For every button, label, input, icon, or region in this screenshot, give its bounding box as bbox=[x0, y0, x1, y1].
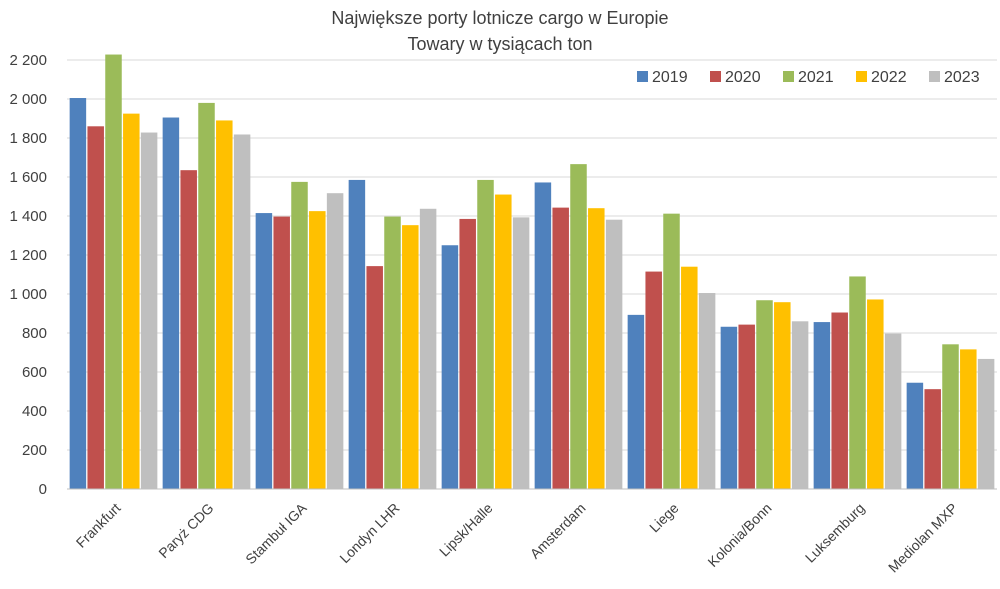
legend-swatch bbox=[783, 71, 794, 82]
chart-subtitle: Towary w tysiącach ton bbox=[407, 34, 592, 54]
bar bbox=[534, 182, 552, 489]
bar bbox=[698, 293, 716, 489]
bar bbox=[849, 276, 866, 489]
x-tick-label: Frankfurt bbox=[73, 500, 124, 551]
bar bbox=[977, 358, 995, 489]
x-axis-labels: Frankfurt Paryż CDG Stambuł IGA Londyn LHR L… bbox=[73, 499, 961, 575]
bar bbox=[216, 120, 233, 489]
bar bbox=[756, 300, 773, 489]
bar bbox=[348, 179, 366, 489]
bar bbox=[552, 207, 569, 489]
legend-swatch bbox=[929, 71, 940, 82]
bars bbox=[69, 54, 995, 490]
legend-label: 2023 bbox=[944, 69, 980, 86]
bar bbox=[105, 54, 122, 489]
bar bbox=[326, 193, 344, 489]
x-tick-label: Londyn LHR bbox=[336, 500, 402, 566]
bar bbox=[477, 179, 494, 489]
legend-label: 2022 bbox=[871, 69, 907, 86]
x-tick-label: Kolonia/Bonn bbox=[704, 500, 774, 570]
bar bbox=[924, 389, 941, 489]
bar bbox=[180, 170, 197, 489]
bar bbox=[366, 266, 383, 489]
bar bbox=[459, 218, 476, 489]
legend-label: 2019 bbox=[652, 69, 688, 86]
y-tick-label: 1 200 bbox=[9, 247, 47, 264]
bar bbox=[791, 321, 809, 489]
legend: 2019 2020 2021 2022 2023 bbox=[637, 69, 980, 86]
bar bbox=[884, 333, 902, 489]
legend-label: 2020 bbox=[725, 69, 761, 86]
bar bbox=[645, 271, 662, 489]
bar bbox=[738, 324, 755, 489]
bar bbox=[419, 208, 437, 489]
y-tick-label: 1 400 bbox=[9, 208, 47, 225]
bar bbox=[960, 349, 977, 489]
bar bbox=[588, 208, 605, 489]
x-tick-label: Lipsk/Halle bbox=[436, 500, 496, 560]
bar bbox=[291, 181, 308, 490]
bar bbox=[831, 312, 848, 489]
y-tick-label: 400 bbox=[22, 403, 47, 420]
bar bbox=[813, 322, 831, 489]
y-tick-label: 1 800 bbox=[9, 130, 47, 147]
x-tick-label: Mediolan MXP bbox=[885, 500, 961, 576]
x-tick-label: Liege bbox=[646, 500, 682, 536]
bar bbox=[942, 344, 959, 489]
bar bbox=[123, 113, 140, 490]
y-tick-label: 1 600 bbox=[9, 169, 47, 186]
chart-title: Największe porty lotnicze cargo w Europi… bbox=[331, 8, 668, 28]
bar bbox=[570, 164, 587, 489]
legend-swatch bbox=[856, 71, 867, 82]
x-tick-label: Paryż CDG bbox=[155, 500, 216, 561]
legend-label: 2021 bbox=[798, 69, 834, 86]
bar bbox=[140, 132, 158, 490]
x-tick-label: Amsterdam bbox=[527, 500, 589, 562]
bar bbox=[69, 98, 87, 490]
bar bbox=[495, 194, 512, 490]
x-tick-label: Luksemburg bbox=[802, 500, 868, 566]
y-tick-label: 2 000 bbox=[9, 91, 47, 108]
bar bbox=[384, 216, 401, 489]
bar bbox=[605, 219, 623, 489]
bar bbox=[162, 117, 180, 490]
x-tick-label: Stambuł IGA bbox=[242, 499, 310, 567]
bar bbox=[87, 126, 104, 490]
bar bbox=[774, 302, 791, 489]
bar bbox=[867, 299, 884, 489]
bar bbox=[402, 225, 419, 490]
y-tick-label: 800 bbox=[22, 325, 47, 342]
y-axis-ticks: 0 200 400 600 800 1 000 1 200 1 400 1 600 1 800 2 … bbox=[9, 52, 47, 498]
legend-swatch bbox=[637, 71, 648, 82]
bar bbox=[663, 213, 680, 489]
bar bbox=[198, 102, 215, 490]
bar bbox=[309, 211, 326, 490]
bar bbox=[512, 217, 530, 489]
bar bbox=[255, 213, 273, 489]
y-tick-label: 1 000 bbox=[9, 286, 47, 303]
bar bbox=[441, 245, 459, 489]
bar bbox=[720, 326, 738, 489]
legend-swatch bbox=[710, 71, 721, 82]
bar bbox=[233, 134, 251, 490]
y-tick-label: 600 bbox=[22, 364, 47, 381]
y-tick-label: 2 200 bbox=[9, 52, 47, 69]
y-tick-label: 0 bbox=[39, 481, 47, 498]
bar bbox=[627, 314, 645, 489]
bar bbox=[681, 266, 698, 489]
bar bbox=[906, 382, 924, 489]
bar bbox=[273, 216, 290, 489]
y-tick-label: 200 bbox=[22, 442, 47, 459]
